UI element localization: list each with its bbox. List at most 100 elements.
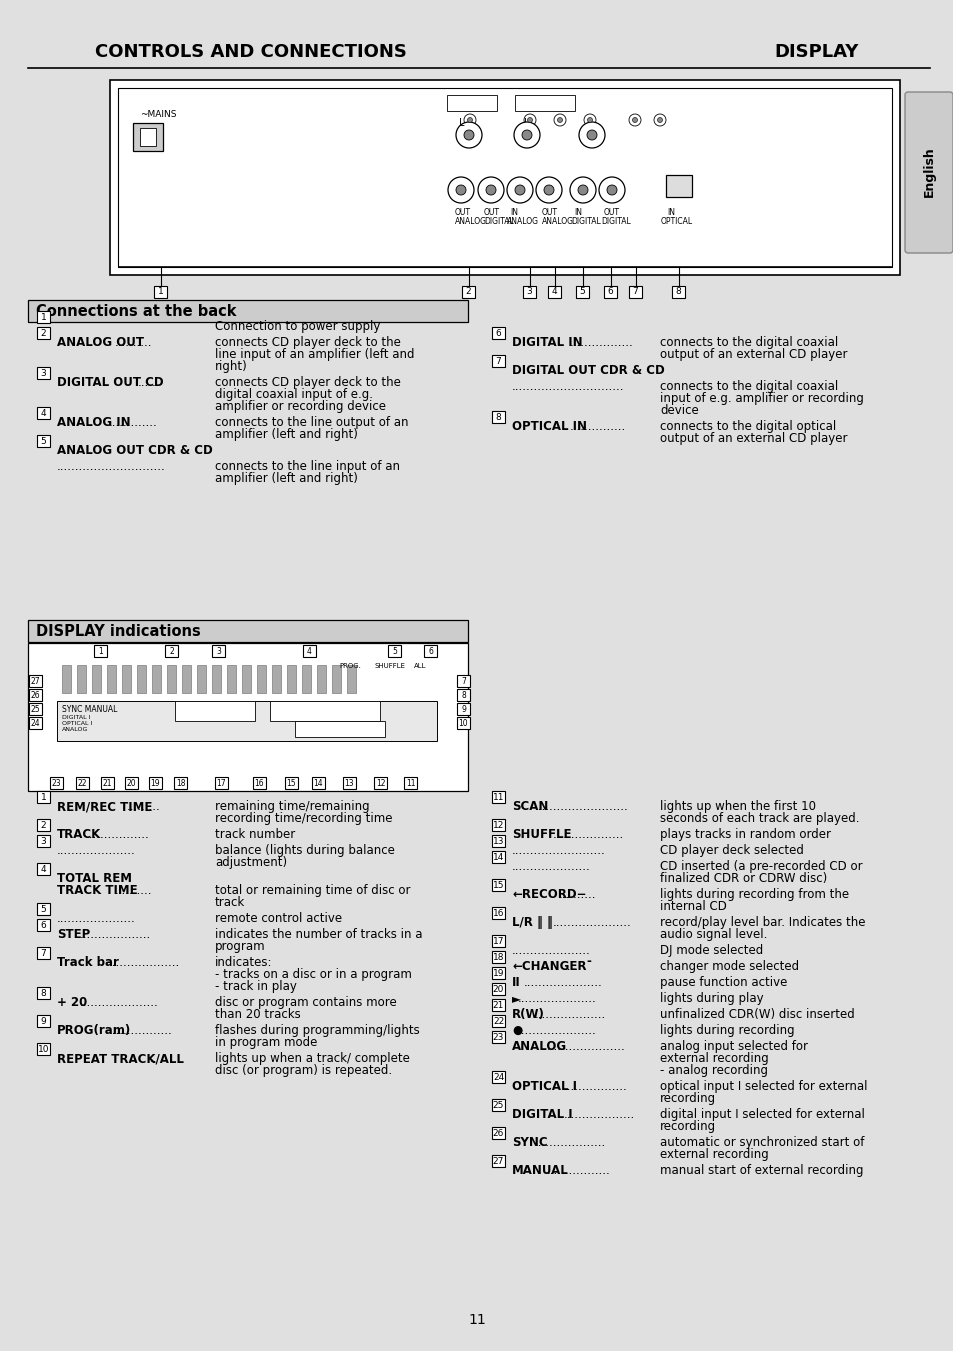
Bar	[347, 665, 355, 693]
Text: .................: .................	[109, 1024, 172, 1038]
Text: 25: 25	[493, 1101, 503, 1109]
Text: .....................: .....................	[57, 844, 135, 857]
Text: 5: 5	[41, 905, 47, 913]
Text: .....................: .....................	[552, 916, 631, 929]
Bar	[28, 620, 468, 642]
Text: manual start of external recording: manual start of external recording	[659, 1165, 862, 1177]
Text: 20: 20	[493, 985, 503, 993]
Text: 3: 3	[215, 647, 221, 655]
Text: 10: 10	[458, 719, 468, 727]
Text: STEP: STEP	[57, 928, 91, 942]
Text: ...................: ...................	[80, 928, 152, 942]
Text: 22: 22	[77, 778, 87, 788]
Circle shape	[586, 130, 597, 141]
Text: 4: 4	[307, 647, 312, 655]
Text: MANUAL: MANUAL	[512, 1165, 568, 1177]
Text: 2: 2	[41, 820, 47, 830]
Text: 6: 6	[496, 328, 501, 338]
Bar	[461, 286, 475, 299]
Circle shape	[632, 118, 637, 123]
Bar	[37, 327, 50, 339]
Text: 6: 6	[41, 920, 47, 929]
Text: .................: .................	[563, 1079, 627, 1093]
Text: 27: 27	[30, 677, 40, 685]
Text: OUT: OUT	[455, 208, 471, 218]
Text: 7: 7	[632, 288, 638, 296]
Bar	[174, 701, 254, 721]
Text: optical input I selected for external: optical input I selected for external	[659, 1079, 866, 1093]
Bar	[101, 777, 113, 789]
Text: .........................: .........................	[535, 800, 628, 813]
Circle shape	[587, 118, 592, 123]
Text: 13: 13	[493, 836, 504, 846]
Text: SHUFFLE: SHUFFLE	[375, 663, 405, 669]
Text: ANALOG: ANALOG	[455, 218, 486, 226]
Bar	[374, 777, 387, 789]
Text: 18: 18	[493, 952, 504, 962]
Text: track number: track number	[214, 828, 294, 842]
Bar	[492, 880, 504, 892]
Bar	[29, 676, 42, 688]
Bar	[492, 1098, 504, 1111]
Bar	[253, 777, 266, 789]
Text: ...................: ...................	[552, 828, 623, 842]
Text: 8: 8	[460, 690, 465, 700]
Text: amplifier (left and right): amplifier (left and right)	[214, 428, 357, 440]
Text: digital coaxial input of e.g.: digital coaxial input of e.g.	[214, 388, 373, 401]
Circle shape	[485, 185, 496, 195]
Bar	[37, 863, 50, 875]
Text: ...................: ...................	[535, 1136, 606, 1148]
Text: 4: 4	[41, 408, 47, 417]
Text: DIGITAL OUT CDR & CD: DIGITAL OUT CDR & CD	[512, 363, 664, 377]
Bar	[522, 286, 536, 299]
Bar	[137, 665, 146, 693]
Text: OUT: OUT	[603, 208, 619, 218]
Bar	[312, 777, 325, 789]
Circle shape	[456, 185, 465, 195]
Text: 6: 6	[428, 647, 433, 655]
Text: device: device	[659, 404, 698, 417]
Bar	[212, 644, 225, 657]
Bar	[50, 777, 63, 789]
Text: REPEAT TRACK/ALL: REPEAT TRACK/ALL	[57, 1052, 184, 1065]
Text: lights during recording: lights during recording	[659, 1024, 794, 1038]
Text: remaining time/remaining: remaining time/remaining	[214, 800, 369, 813]
Bar	[37, 311, 50, 323]
Text: ..........: ..........	[115, 884, 152, 897]
Text: 27: 27	[493, 1156, 503, 1166]
Text: digital input I selected for external: digital input I selected for external	[659, 1108, 864, 1121]
Text: II: II	[512, 975, 520, 989]
Text: .........: .........	[127, 800, 160, 813]
Text: lights up when the first 10: lights up when the first 10	[659, 800, 815, 813]
Bar	[37, 407, 50, 419]
Text: 24: 24	[30, 719, 40, 727]
Text: output of an external CD player: output of an external CD player	[659, 432, 846, 444]
Text: 22: 22	[493, 1016, 503, 1025]
Text: connects to the digital coaxial: connects to the digital coaxial	[659, 336, 838, 349]
Circle shape	[527, 118, 532, 123]
Text: 19: 19	[493, 969, 504, 978]
Text: DIGITAL OUT CD: DIGITAL OUT CD	[57, 376, 164, 389]
Text: seconds of each track are played.: seconds of each track are played.	[659, 812, 859, 825]
Text: IN: IN	[574, 208, 581, 218]
Bar	[37, 902, 50, 915]
Bar	[492, 967, 504, 979]
Text: L: L	[458, 118, 464, 128]
Text: ~MAINS: ~MAINS	[140, 109, 176, 119]
Text: recording: recording	[659, 1092, 716, 1105]
Text: SYNC: SYNC	[512, 1136, 547, 1148]
Text: 20: 20	[127, 778, 136, 788]
Text: 15: 15	[493, 881, 504, 889]
Bar	[492, 1127, 504, 1139]
Text: 5: 5	[41, 436, 47, 446]
Bar	[37, 367, 50, 380]
Text: .................: .................	[546, 1165, 610, 1177]
Circle shape	[657, 118, 661, 123]
Text: adjustment): adjustment)	[214, 857, 287, 869]
Text: ......: ......	[138, 376, 160, 389]
Text: DIGITAL IN: DIGITAL IN	[512, 336, 582, 349]
Text: ←RECORD−: ←RECORD−	[512, 888, 586, 901]
Text: IN: IN	[666, 208, 675, 218]
Text: OPTICAL I: OPTICAL I	[512, 1079, 577, 1093]
Bar	[287, 665, 295, 693]
